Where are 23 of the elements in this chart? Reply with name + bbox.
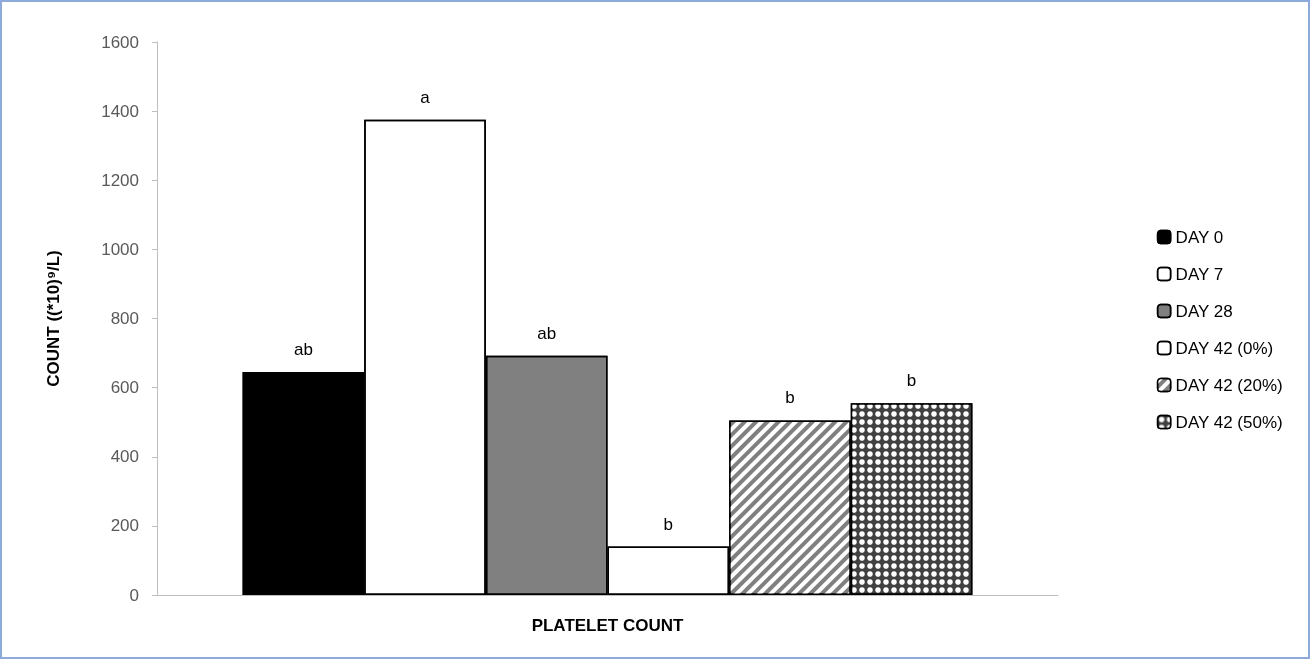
y-tick-label: 1400 xyxy=(101,101,139,121)
y-tick-label: 200 xyxy=(110,516,139,536)
y-tick-label: 1200 xyxy=(101,170,139,190)
annotation: b xyxy=(906,371,917,391)
y-tick-label: 1000 xyxy=(101,239,139,259)
y-tick-label: 400 xyxy=(110,447,139,467)
annotation: b xyxy=(663,514,674,534)
legend-label: DAY 42 (50%) xyxy=(1175,412,1283,432)
y-tick-label: 600 xyxy=(110,378,139,398)
legend-label: DAY 28 xyxy=(1175,301,1233,321)
y-tick-label: 800 xyxy=(110,309,139,328)
annotation: ab xyxy=(293,340,313,360)
x-axis-title: PLATELET COUNT xyxy=(531,616,684,635)
legend-label: DAY 42 (0%) xyxy=(1175,338,1274,358)
legend-label: DAY 0 xyxy=(1175,227,1224,247)
annotation: a xyxy=(420,87,431,107)
annotation: b xyxy=(785,388,795,408)
legend-label: DAY 42 (20%) xyxy=(1175,375,1283,395)
y-tick-label: 0 xyxy=(129,585,139,605)
legend-label: DAY 7 xyxy=(1175,264,1224,284)
annotation: ab xyxy=(537,323,557,343)
y-tick-label: 1600 xyxy=(101,32,139,52)
y-axis-title: COUNT ((*10)⁹/L) xyxy=(44,250,63,387)
